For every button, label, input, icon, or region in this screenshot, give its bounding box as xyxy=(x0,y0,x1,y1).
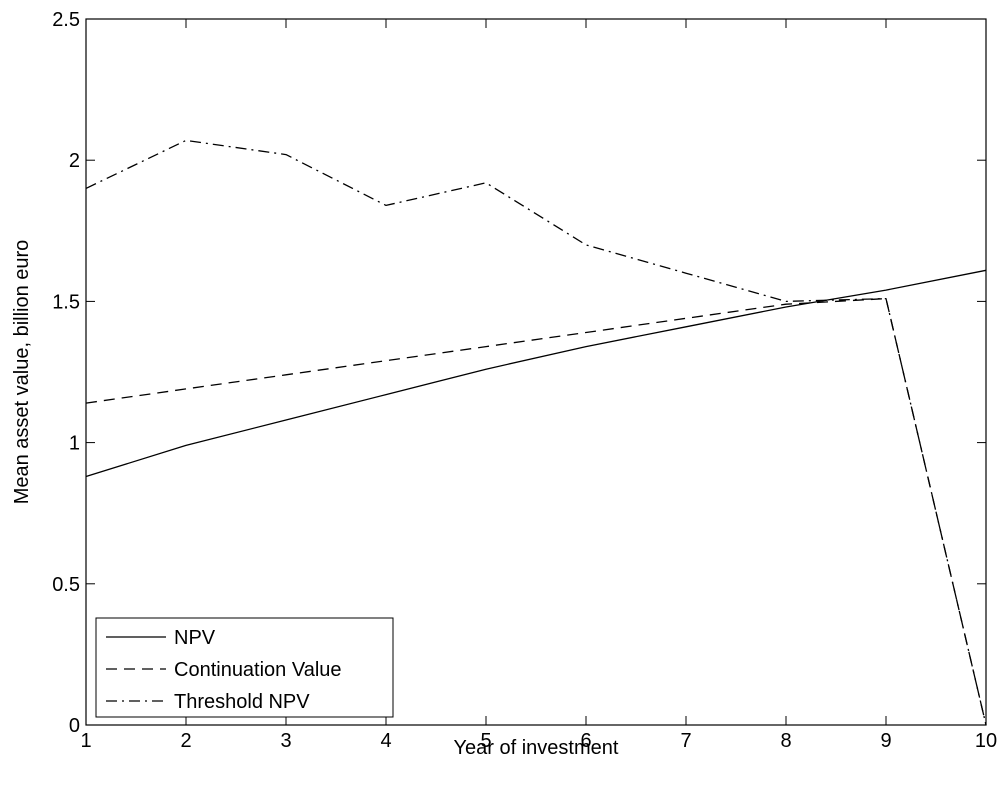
legend-label-1: Continuation Value xyxy=(174,659,342,681)
x-tick-label: 6 xyxy=(580,730,591,752)
x-axis-title: Year of investment xyxy=(454,737,619,759)
legend: NPV Continuation Value Threshold NPV xyxy=(95,617,394,718)
x-tick-label: 3 xyxy=(280,730,291,752)
x-tick-label: 5 xyxy=(480,730,491,752)
series-layer xyxy=(85,139,987,726)
y-axis-title: Mean asset value, billion euro xyxy=(11,240,33,505)
legend-entries: NPV Continuation Value Threshold NPV xyxy=(106,627,342,713)
axes-box xyxy=(85,18,987,726)
series-line-1 xyxy=(85,297,987,726)
x-tick-label: 2 xyxy=(180,730,191,752)
legend-label-2: Threshold NPV xyxy=(174,691,310,713)
tick-labels-layer: 1 2 3 4 5 6 7 8 9 10 0 0.5 1 1.5 2 2.5 xyxy=(52,9,997,752)
y-tick-label: 2.5 xyxy=(52,9,80,31)
plot-area xyxy=(86,19,986,725)
y-tick-label: 0 xyxy=(69,715,80,737)
y-tick-label: 1.5 xyxy=(52,291,80,313)
y-tick-label: 2 xyxy=(69,150,80,172)
x-tick-label: 4 xyxy=(380,730,391,752)
y-tick-label: 0.5 xyxy=(52,574,80,596)
series-line-2 xyxy=(85,139,987,726)
y-tick-label: 1 xyxy=(69,433,80,455)
series-line-0 xyxy=(85,269,987,478)
x-tick-label: 9 xyxy=(880,730,891,752)
x-tick-label: 10 xyxy=(975,730,997,752)
x-tick-label: 7 xyxy=(680,730,691,752)
x-tick-label: 1 xyxy=(80,730,91,752)
x-tick-label: 8 xyxy=(780,730,791,752)
legend-label-0: NPV xyxy=(174,627,216,649)
